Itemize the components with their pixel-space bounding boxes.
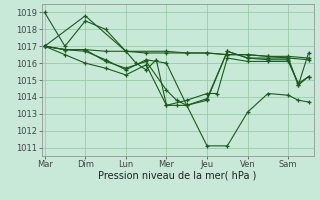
X-axis label: Pression niveau de la mer( hPa ): Pression niveau de la mer( hPa ) bbox=[99, 171, 257, 181]
